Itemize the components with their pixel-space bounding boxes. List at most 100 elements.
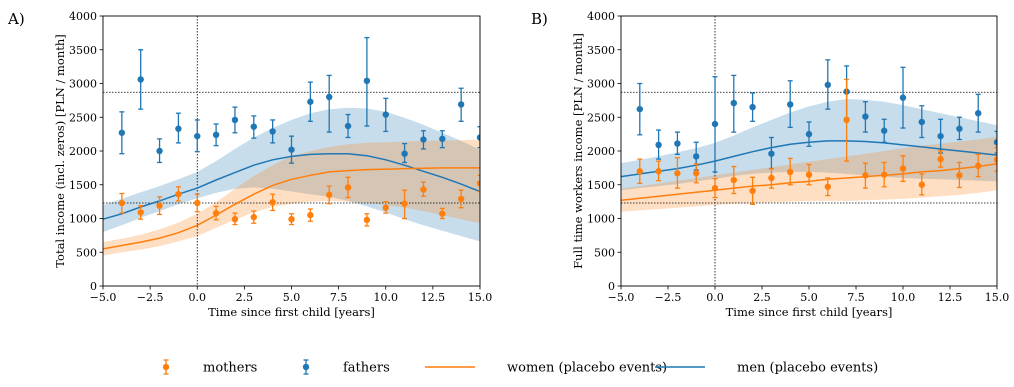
fathers-point [307, 81, 314, 122]
x-tick-label: 7.5 [847, 291, 865, 304]
data-marker [918, 118, 925, 126]
fathers-point [862, 101, 869, 133]
fathers-point [231, 106, 239, 134]
y-tick-label: 1500 [69, 179, 97, 192]
fathers-point [730, 74, 737, 133]
mothers-point [636, 158, 643, 185]
x-tick-label: 2.5 [236, 291, 254, 304]
data-marker [956, 125, 963, 132]
mothers-point [881, 161, 888, 188]
mothers-point [749, 176, 756, 205]
data-marker [881, 171, 888, 178]
data-marker [363, 216, 371, 224]
y-tick-label: 1000 [587, 213, 615, 226]
data-marker [401, 150, 408, 157]
x-tick-label: −2.5 [137, 291, 164, 304]
fathers-point [401, 142, 408, 164]
mothers-point [382, 200, 389, 214]
panel-label: B) [531, 10, 548, 28]
data-marker [993, 156, 997, 163]
data-marker [824, 183, 831, 190]
data-marker [805, 130, 813, 138]
data-marker [326, 93, 333, 101]
x-tick-label: 5.0 [283, 291, 301, 304]
legend-item-fathers-line: men (placebo events) [655, 361, 878, 376]
data-marker [382, 204, 389, 211]
fathers-point [918, 105, 925, 139]
y-tick-label: 0 [608, 280, 615, 293]
y-tick-label: 2500 [69, 111, 97, 124]
data-marker [655, 168, 662, 175]
legend-marker-icon [162, 363, 170, 371]
fathers-point [655, 129, 662, 160]
mothers-point [993, 146, 997, 172]
data-marker [118, 199, 126, 207]
data-marker [307, 98, 314, 105]
fathers-point [288, 135, 295, 164]
data-marker [344, 184, 352, 191]
x-tick-label: 2.5 [753, 291, 771, 304]
fathers-point [326, 74, 333, 133]
fathers-point [711, 76, 719, 173]
data-marker [636, 168, 643, 175]
data-marker [881, 127, 888, 134]
x-tick-label: 12.5 [421, 291, 446, 304]
data-marker [439, 210, 446, 217]
fathers-point [382, 97, 389, 133]
data-marker [288, 215, 295, 223]
data-marker [993, 139, 997, 146]
data-marker [862, 113, 869, 120]
mothers-point [674, 157, 681, 189]
legend: mothers fathers women (placebo events) men … [162, 359, 878, 376]
data-marker [231, 116, 239, 124]
y-tick-label: 1500 [587, 179, 615, 192]
data-marker [137, 76, 144, 83]
data-marker [787, 168, 794, 176]
data-marker [674, 170, 681, 177]
data-marker [212, 209, 220, 217]
data-marker [730, 176, 737, 184]
data-marker [956, 172, 963, 179]
legend-label: men (placebo events) [737, 361, 878, 376]
data-marker [269, 128, 276, 135]
mothers-point [711, 178, 719, 199]
data-marker [250, 123, 257, 130]
x-tick-label: 15.0 [468, 291, 493, 304]
x-axis-label: Time since first child [years] [726, 305, 893, 319]
x-tick-label: 10.0 [891, 291, 916, 304]
chart-panel-2: −5.0 −2.5 0.0 2.5 5.0 7.5 10.0 12.5 15.0 0 500 1000… [531, 10, 1009, 319]
data-marker [156, 202, 163, 209]
x-tick-label: 5.0 [800, 291, 818, 304]
data-marker [420, 186, 427, 193]
fathers-point [194, 119, 201, 153]
placebo-line-mothers [103, 167, 480, 250]
fathers-point [137, 49, 144, 110]
mothers-point [457, 189, 465, 209]
x-tick-label: −5.0 [90, 291, 117, 304]
fathers-point [993, 130, 997, 154]
fathers-point [899, 66, 907, 129]
data-marker [655, 141, 662, 149]
data-marker [288, 146, 295, 153]
fathers-point [956, 116, 963, 141]
data-marker [137, 209, 144, 216]
y-tick-label: 2500 [587, 111, 615, 124]
x-tick-label: 15.0 [985, 291, 1010, 304]
mothers-point [862, 162, 869, 189]
mothers-point [288, 213, 295, 226]
x-tick-label: −2.5 [655, 291, 682, 304]
fathers-point [118, 111, 126, 155]
mothers-point [937, 150, 944, 168]
mothers-point [401, 189, 408, 220]
data-marker [401, 200, 408, 207]
data-marker [824, 81, 831, 89]
fathers-point [975, 93, 982, 133]
mothers-point [975, 153, 982, 178]
data-marker [212, 131, 220, 138]
x-tick-label: −5.0 [608, 291, 635, 304]
data-marker [363, 77, 371, 85]
mothers-point [307, 208, 314, 222]
data-marker [175, 191, 182, 198]
mothers-point [918, 173, 925, 196]
y-tick-label: 500 [76, 246, 97, 259]
